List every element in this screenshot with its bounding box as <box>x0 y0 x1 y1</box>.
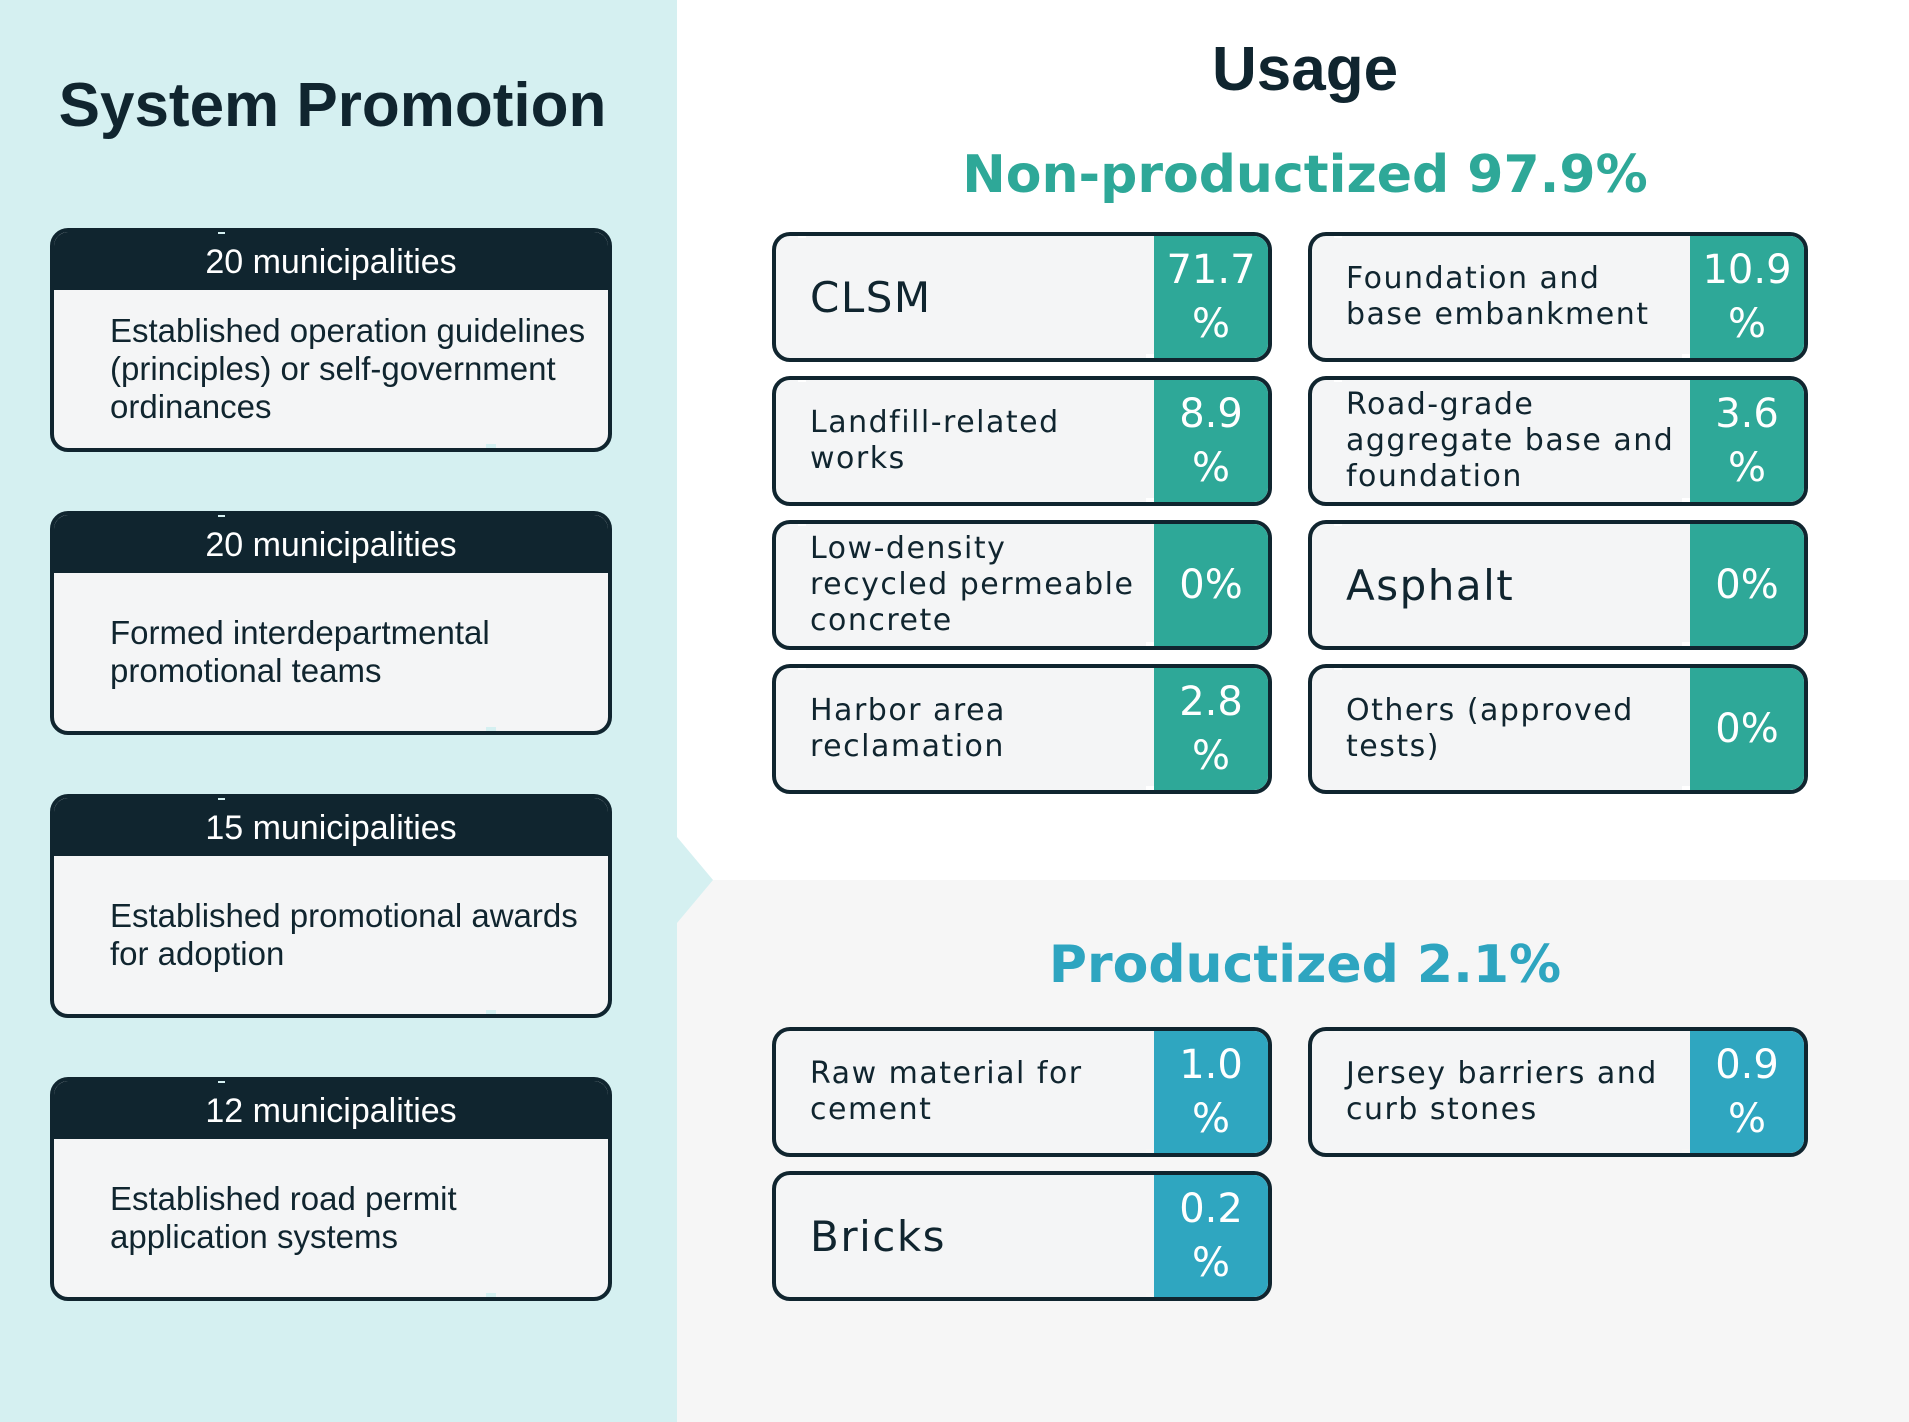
municipality-card: 20 municipalities Established operation … <box>50 228 612 452</box>
card-frame-gap <box>1682 786 1690 790</box>
usage-label: Raw material for cement <box>810 1056 1083 1127</box>
card-frame-gap <box>798 1175 806 1177</box>
usage-card-permeable-concrete: Low-density recycled permeable concrete … <box>772 520 1272 650</box>
usage-percent: 10.9 % <box>1690 236 1804 358</box>
usage-card-asphalt: Asphalt 0% <box>1308 520 1808 650</box>
usage-card-landfill: Landfill-related works 8.9 % <box>772 376 1272 506</box>
card-frame-gap <box>798 668 806 670</box>
card-frame-gap <box>1146 786 1154 790</box>
card-frame-gap <box>1682 354 1690 358</box>
card-frame-gap <box>1334 380 1342 382</box>
municipality-measure: Established promotional awards for adopt… <box>110 897 578 972</box>
municipality-card: 20 municipalities Formed interdepartment… <box>50 511 612 735</box>
card-frame-gap <box>486 1293 496 1297</box>
usage-label: Foundation and base embankment <box>1346 261 1650 332</box>
municipality-measure: Established operation guidelines (princi… <box>110 312 586 425</box>
municipality-count: 20 municipalities <box>54 515 608 573</box>
usage-label: Asphalt <box>1346 560 1515 610</box>
usage-card-road-aggregate: Road-grade aggregate base and foundation… <box>1308 376 1808 506</box>
card-frame-gap <box>1146 354 1154 358</box>
panel-pointer-arrow <box>677 837 713 923</box>
usage-percent: 2.8 % <box>1154 668 1268 790</box>
usage-percent: 3.6 % <box>1690 380 1804 502</box>
usage-percent: 0.9 % <box>1690 1031 1804 1153</box>
card-frame-gap <box>218 515 225 517</box>
card-frame-gap <box>1334 236 1342 238</box>
usage-card-bricks: Bricks 0.2 % <box>772 1171 1272 1301</box>
card-frame-gap <box>1146 642 1154 646</box>
usage-label: Harbor area reclamation <box>810 693 1006 764</box>
card-frame-gap <box>1146 498 1154 502</box>
usage-percent: 0% <box>1154 524 1268 646</box>
municipality-card: 15 municipalities Established promotiona… <box>50 794 612 1018</box>
card-frame-gap <box>1334 524 1342 526</box>
usage-card-harbor-reclamation: Harbor area reclamation 2.8 % <box>772 664 1272 794</box>
card-frame-gap <box>1334 1031 1342 1033</box>
usage-label: Others (approved tests) <box>1346 693 1634 764</box>
municipality-measure: Formed interdepartmental promotional tea… <box>110 614 490 689</box>
usage-percent: 0% <box>1690 524 1804 646</box>
municipality-card: 12 municipalities Established road permi… <box>50 1077 612 1301</box>
card-frame-gap <box>1682 642 1690 646</box>
municipality-count: 15 municipalities <box>54 798 608 856</box>
card-frame-gap <box>1682 1149 1690 1153</box>
usage-label: CLSM <box>810 272 932 322</box>
usage-percent: 0.2 % <box>1154 1175 1268 1297</box>
usage-label: Bricks <box>810 1211 947 1261</box>
card-frame-gap <box>1146 1149 1154 1153</box>
card-frame-gap <box>486 727 496 731</box>
usage-card-cement-raw-material: Raw material for cement 1.0 % <box>772 1027 1272 1157</box>
usage-card-others: Others (approved tests) 0% <box>1308 664 1808 794</box>
usage-card-clsm: CLSM 71.7 % <box>772 232 1272 362</box>
municipality-count: 12 municipalities <box>54 1081 608 1139</box>
productized-title: Productized 2.1% <box>1048 935 1562 995</box>
usage-card-foundation-embankment: Foundation and base embankment 10.9 % <box>1308 232 1808 362</box>
card-frame-gap <box>798 380 806 382</box>
card-frame-gap <box>798 236 806 238</box>
card-frame-gap <box>486 1010 496 1014</box>
municipality-count: 20 municipalities <box>54 232 608 290</box>
card-frame-gap <box>1146 1293 1154 1297</box>
usage-card-jersey-barriers: Jersey barriers and curb stones 0.9 % <box>1308 1027 1808 1157</box>
card-frame-gap <box>486 444 496 448</box>
usage-label: Low-density recycled permeable concrete <box>810 531 1135 638</box>
non-productized-title: Non-productized 97.9% <box>962 145 1648 205</box>
usage-label: Road-grade aggregate base and foundation <box>1346 387 1675 494</box>
card-frame-gap <box>218 1081 225 1083</box>
card-frame-gap <box>1334 668 1342 670</box>
usage-label: Landfill-related works <box>810 405 1060 476</box>
card-frame-gap <box>218 798 225 800</box>
municipality-measure: Established road permit application syst… <box>110 1180 457 1255</box>
usage-percent: 8.9 % <box>1154 380 1268 502</box>
card-frame-gap <box>218 232 225 234</box>
usage-title: Usage <box>1211 35 1399 104</box>
usage-percent: 0% <box>1690 668 1804 790</box>
card-frame-gap <box>798 524 806 526</box>
usage-label: Jersey barriers and curb stones <box>1346 1056 1658 1127</box>
system-promotion-title: System Promotion <box>58 71 607 140</box>
card-frame-gap <box>1682 498 1690 502</box>
card-frame-gap <box>798 1031 806 1033</box>
usage-percent: 1.0 % <box>1154 1031 1268 1153</box>
usage-percent: 71.7 % <box>1154 236 1268 358</box>
